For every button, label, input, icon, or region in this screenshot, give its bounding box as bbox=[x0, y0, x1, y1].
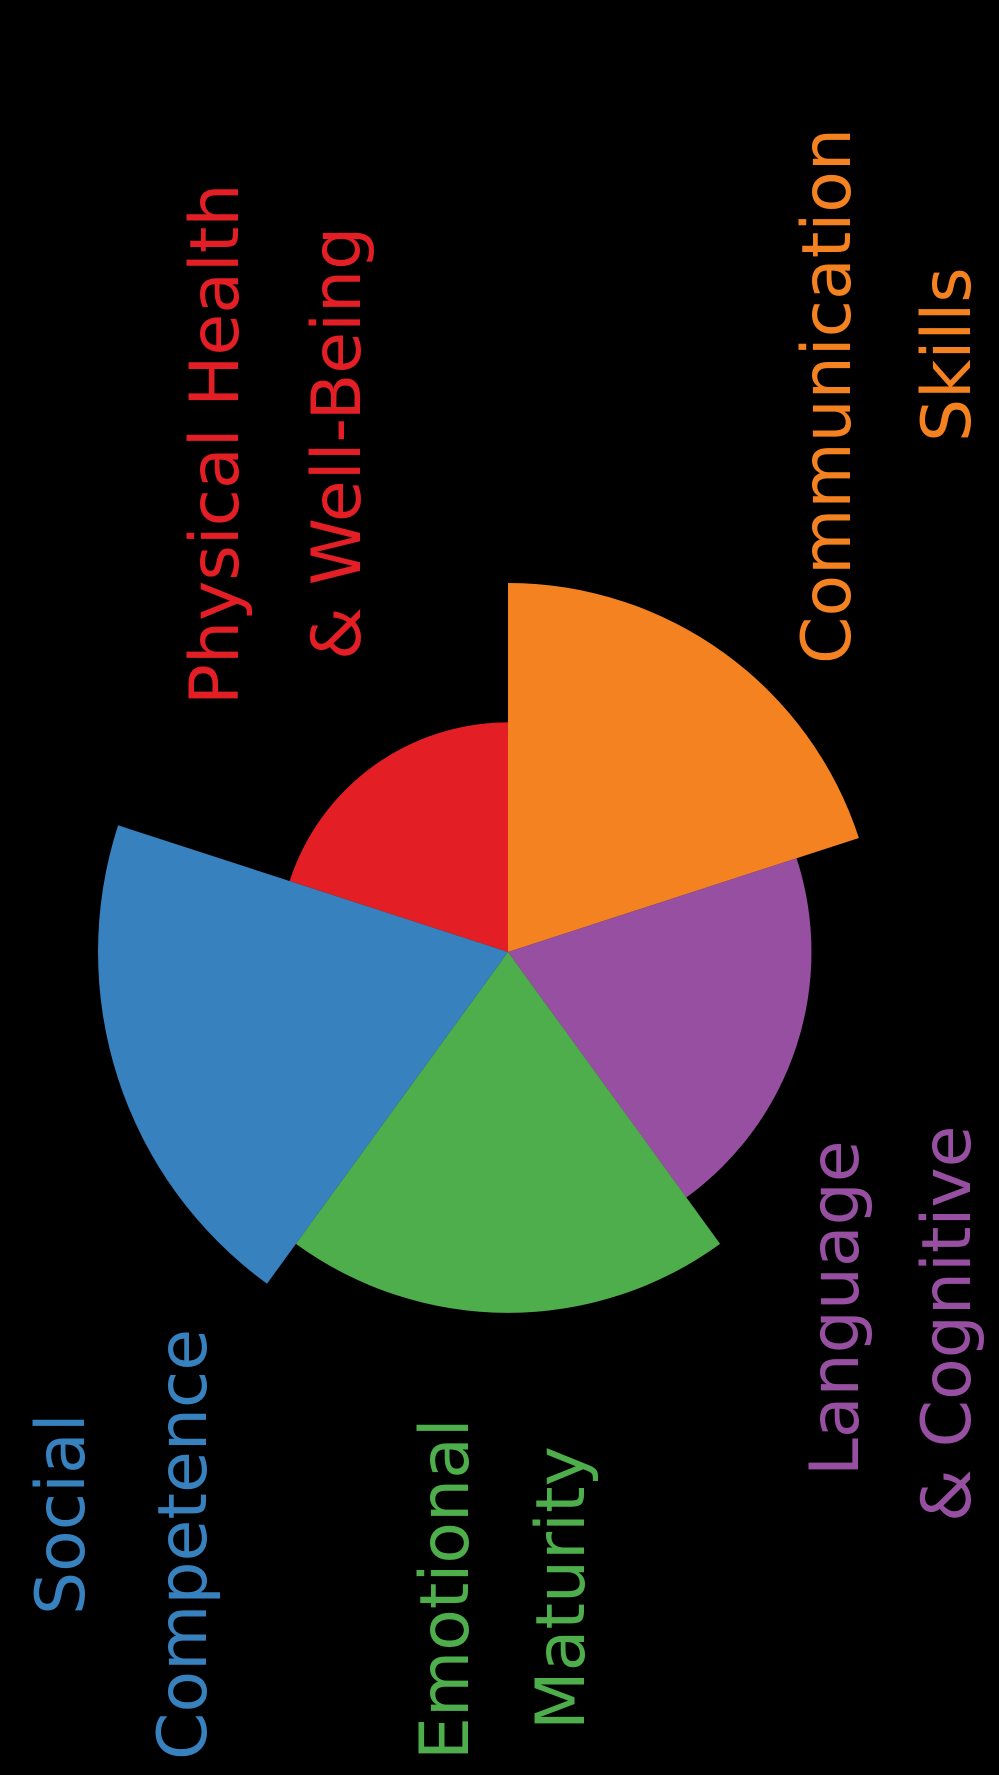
wedge-emotional-maturity bbox=[295, 952, 721, 1313]
label-communication: Communication bbox=[788, 128, 867, 664]
label-language-line2: & Cognitive bbox=[908, 1125, 987, 1522]
label-physical-health-line1: Physical Health bbox=[176, 183, 255, 705]
wheel-wedges bbox=[98, 583, 859, 1313]
label-social-line2: Competence bbox=[144, 1329, 223, 1760]
label-emotional-line2: Maturity bbox=[522, 1446, 601, 1730]
label-physical-health-line2: & Well-Being bbox=[298, 227, 377, 660]
label-social: Social bbox=[22, 1413, 101, 1615]
label-physical-health: Physical Health bbox=[176, 183, 255, 705]
label-communication-2: Skills bbox=[908, 267, 987, 442]
label-emotional-2: Maturity bbox=[522, 1446, 601, 1730]
label-communication-line2: Skills bbox=[908, 267, 987, 442]
label-communication-line1: Communication bbox=[788, 128, 867, 664]
label-language: Language bbox=[796, 1140, 875, 1476]
label-social-line1: Social bbox=[22, 1413, 101, 1615]
label-language-2: & Cognitive bbox=[908, 1125, 987, 1522]
wedge-communication-skills bbox=[508, 583, 859, 952]
wedge-physical-health bbox=[289, 722, 508, 952]
label-emotional-line1: Emotional bbox=[406, 1418, 485, 1760]
label-emotional: Emotional bbox=[406, 1418, 485, 1760]
label-social-2: Competence bbox=[144, 1329, 223, 1760]
wedge-social-competence bbox=[98, 825, 509, 1284]
wedge-language-cognitive bbox=[508, 858, 812, 1198]
label-language-line1: Language bbox=[796, 1140, 875, 1476]
label-physical-health-2: & Well-Being bbox=[298, 227, 377, 660]
